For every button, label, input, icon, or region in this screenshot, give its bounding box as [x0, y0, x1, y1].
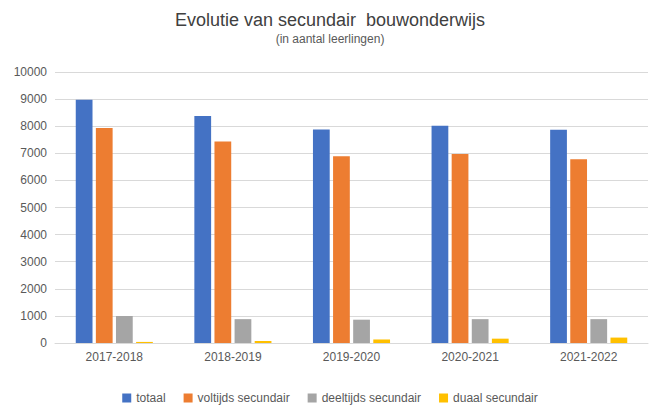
svg-text:voltijds secundair: voltijds secundair	[198, 391, 290, 405]
svg-text:3000: 3000	[20, 255, 47, 269]
svg-text:0: 0	[40, 336, 47, 350]
svg-text:7000: 7000	[20, 146, 47, 160]
svg-text:10000: 10000	[14, 65, 48, 79]
svg-text:2021-2022: 2021-2022	[560, 350, 618, 364]
svg-text:2019-2020: 2019-2020	[323, 350, 381, 364]
svg-text:2020-2021: 2020-2021	[441, 350, 499, 364]
svg-text:2018-2019: 2018-2019	[204, 350, 262, 364]
svg-text:9000: 9000	[20, 92, 47, 106]
svg-text:1000: 1000	[20, 309, 47, 323]
svg-text:duaal secundair: duaal secundair	[453, 391, 538, 405]
svg-text:4000: 4000	[20, 228, 47, 242]
svg-text:2000: 2000	[20, 282, 47, 296]
svg-text:8000: 8000	[20, 119, 47, 133]
svg-text:deeltijds secundair: deeltijds secundair	[322, 391, 421, 405]
svg-text:5000: 5000	[20, 201, 47, 215]
svg-text:Evolutie van secundair bouwon: Evolutie van secundair bouwonderwijs	[175, 10, 485, 30]
svg-text:6000: 6000	[20, 173, 47, 187]
svg-text:(in aantal leerlingen): (in aantal leerlingen)	[276, 32, 385, 46]
svg-text:2017-2018: 2017-2018	[86, 350, 144, 364]
svg-text:totaal: totaal	[136, 391, 165, 405]
